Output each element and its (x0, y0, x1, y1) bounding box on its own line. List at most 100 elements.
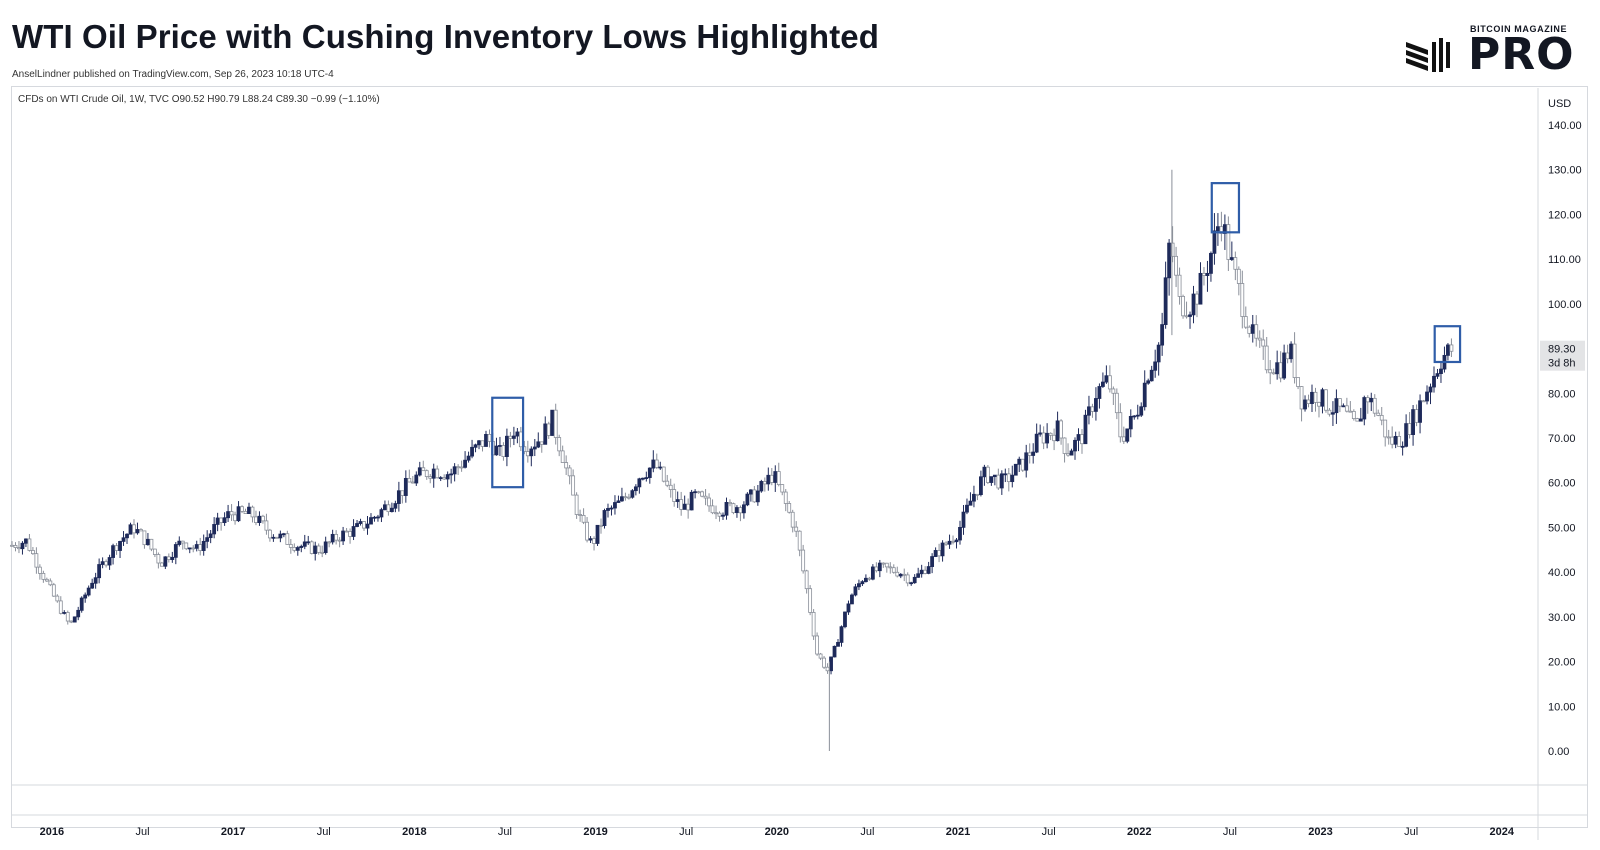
candle-body (919, 569, 924, 575)
candle-body (247, 506, 251, 515)
candle-body (1383, 419, 1388, 438)
candle-body (717, 512, 722, 517)
candle-body (1449, 344, 1454, 352)
candle-body (898, 573, 903, 577)
candle-body (951, 540, 955, 543)
price-axis: USD 140.00 130.00 120.00 110.00 100.00 80.00 70… (1540, 98, 1585, 758)
candle-body (135, 529, 140, 534)
candle-body (316, 545, 321, 553)
candle-body (1432, 375, 1436, 388)
candle-body (797, 530, 802, 551)
candle-body (268, 529, 272, 539)
candle-body (327, 541, 332, 544)
candle-body (163, 556, 168, 567)
candle-body (511, 435, 516, 439)
candle-body (1034, 433, 1039, 453)
candle-body (766, 474, 771, 485)
brand-logo: BITCOIN MAGAZINE PRO (1400, 22, 1595, 80)
candle-body (1006, 473, 1011, 483)
candle-body (731, 503, 736, 514)
candle-body (567, 467, 572, 477)
chart-grid (12, 88, 1588, 840)
highlight-boxes (491, 182, 1462, 489)
candle-body (972, 493, 976, 502)
candle-body (818, 653, 823, 659)
candle-body (344, 530, 349, 533)
candle-body (1188, 314, 1192, 317)
candle-body (1320, 389, 1325, 407)
candle-body (745, 493, 750, 506)
candle-body (1017, 458, 1022, 465)
candle-body (76, 609, 81, 618)
candle-body (1414, 409, 1419, 423)
candle-body (937, 550, 941, 557)
candle-body (1404, 423, 1409, 447)
candle-body (1324, 389, 1328, 411)
candle-body (240, 506, 244, 512)
candle-body (473, 444, 478, 448)
candle-body (236, 506, 241, 522)
candle-body (996, 474, 1001, 489)
candle-body (933, 550, 938, 557)
candle-body (599, 524, 603, 527)
candle-body (658, 466, 663, 469)
candle-body (550, 409, 555, 436)
candle-body (1299, 386, 1304, 410)
candle-body (944, 542, 948, 545)
candle-body (48, 580, 53, 586)
candle-body (369, 517, 373, 525)
candle-body (689, 491, 694, 511)
candle-body (20, 542, 25, 550)
candle-body (891, 567, 896, 573)
candle-body (1310, 391, 1314, 404)
candle-body (979, 476, 983, 495)
candle-body (532, 446, 537, 450)
time-tick-label: Jul (498, 826, 512, 838)
price-tick-label: 40.00 (1548, 567, 1576, 579)
candle-body (1087, 406, 1091, 416)
candle-body (633, 486, 638, 492)
candle-body (968, 500, 973, 506)
candle-body (679, 499, 684, 510)
candle-body (581, 514, 586, 523)
candle-body (1362, 397, 1367, 420)
candle-body (505, 435, 509, 457)
candle-body (128, 524, 133, 535)
candle-body (261, 515, 265, 522)
candle-body (585, 521, 589, 541)
candle-body (320, 551, 325, 554)
candle-body (1397, 436, 1402, 448)
candle-body (386, 504, 391, 513)
candle-body (1121, 436, 1126, 442)
candle-body (1331, 412, 1335, 415)
candle-body (456, 466, 461, 469)
candle-body (564, 462, 569, 469)
candle-body (1041, 432, 1046, 444)
candle-body (65, 612, 70, 622)
candle-body (466, 455, 471, 461)
candle-body (843, 611, 847, 628)
candle-body (762, 481, 767, 485)
candle-body (372, 516, 377, 519)
candle-body (278, 533, 283, 539)
candle-body (470, 446, 474, 457)
candle-body (1439, 368, 1443, 374)
candle-body (403, 477, 408, 496)
candle-body (1216, 226, 1220, 232)
candle-body (212, 524, 217, 535)
candle-body (870, 566, 875, 580)
candle-body (1024, 452, 1029, 471)
candle-body (1132, 415, 1137, 418)
candles (10, 169, 1454, 751)
cushing-low-highlight (1433, 325, 1462, 364)
candle-body (114, 545, 119, 551)
candle-body (229, 511, 234, 516)
logo-bars-icon (1406, 38, 1450, 72)
candle-body (961, 511, 966, 528)
candle-body (288, 544, 293, 548)
candle-body (44, 578, 49, 582)
candle-body (13, 545, 18, 548)
candle-body (1344, 405, 1349, 412)
candle-body (846, 603, 851, 613)
